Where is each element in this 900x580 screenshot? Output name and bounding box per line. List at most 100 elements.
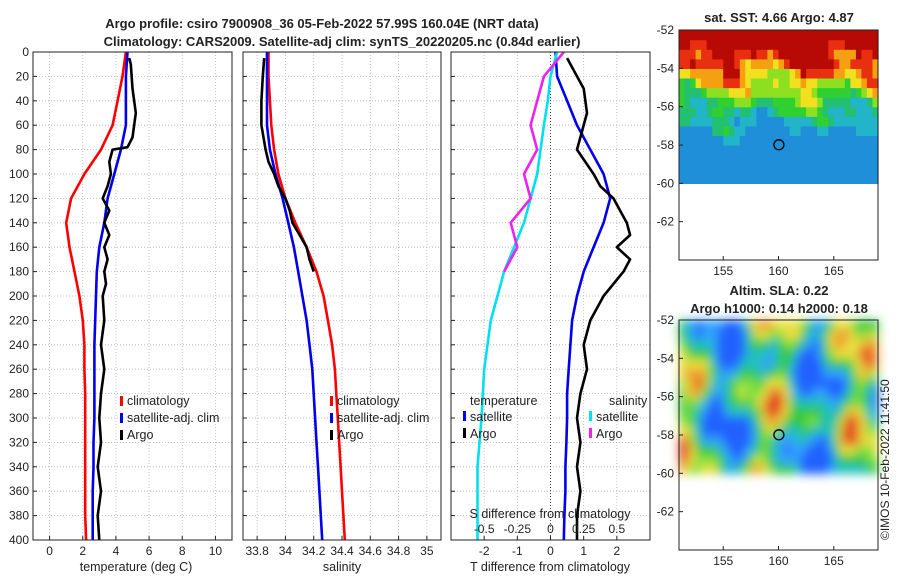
heatmap-cell <box>723 454 730 465</box>
heatmap-cell <box>701 415 708 426</box>
heatmap-cell <box>690 406 697 417</box>
heatmap-cell <box>739 145 746 156</box>
heatmap-cell <box>679 387 686 398</box>
heatmap-cell <box>690 58 697 69</box>
heatmap-cell <box>739 125 746 136</box>
heatmap-cell <box>839 154 846 165</box>
heatmap-cell <box>712 145 719 156</box>
heatmap-cell <box>706 387 713 398</box>
heatmap-cell <box>872 173 879 184</box>
heatmap-cell <box>723 164 730 175</box>
heatmap-cell <box>833 406 840 417</box>
heatmap-cell <box>839 87 846 98</box>
heatmap-cell <box>817 435 824 446</box>
heatmap-cell <box>684 329 691 340</box>
heatmap-cell <box>679 164 686 175</box>
heatmap-cell <box>773 329 780 340</box>
heatmap-cell <box>712 49 719 60</box>
heatmap-cell <box>695 173 702 184</box>
heatmap-cell <box>806 329 813 340</box>
heatmap-cell <box>833 30 840 41</box>
heatmap-cell <box>734 387 741 398</box>
heatmap-cell <box>822 348 829 359</box>
heatmap-cell <box>767 87 774 98</box>
heatmap-cell <box>866 377 873 388</box>
heatmap-cell <box>861 68 868 79</box>
map-y-tick-label: -52 <box>657 313 675 327</box>
heatmap-cell <box>767 454 774 465</box>
heatmap-cell <box>728 145 735 156</box>
heatmap-cell <box>739 58 746 69</box>
heatmap-cell <box>773 106 780 117</box>
heatmap-cell <box>679 348 686 359</box>
heatmap-cell <box>839 358 846 369</box>
heatmap-cell <box>861 320 868 331</box>
heatmap-cell <box>706 164 713 175</box>
heatmap-cell <box>728 367 735 379</box>
legend-label-t-satellite: satellite <box>470 410 512 424</box>
heatmap-cell <box>767 358 774 369</box>
heatmap-cell <box>679 145 686 156</box>
heatmap-cell <box>684 387 691 398</box>
y-tick-label: 120 <box>9 191 29 205</box>
heatmap-cell <box>695 406 702 417</box>
difference-legend-salinity: salinity satellite Argo <box>589 394 648 441</box>
heatmap-cell <box>833 173 840 184</box>
heatmap-cell <box>739 377 746 388</box>
heatmap-cell <box>750 58 757 69</box>
heatmap-cell <box>833 396 840 407</box>
heatmap-cell <box>833 444 840 455</box>
heatmap-cell <box>872 387 879 398</box>
x-tick-label: 10 <box>209 544 223 558</box>
heatmap-cell <box>811 320 818 331</box>
heatmap-cell <box>750 135 757 146</box>
heatmap-cell <box>872 339 879 350</box>
heatmap-cell <box>800 320 807 331</box>
heatmap-cell <box>728 444 735 455</box>
heatmap-cell <box>844 415 851 426</box>
heatmap-cell <box>872 97 879 108</box>
heatmap-cell <box>866 339 873 350</box>
heatmap-cell <box>717 116 724 127</box>
heatmap-cell <box>866 106 873 117</box>
heatmap-cell <box>734 106 741 117</box>
map-y-tick-label: -58 <box>657 428 675 442</box>
heatmap-cell <box>728 87 735 98</box>
heatmap-cell <box>811 348 818 359</box>
heatmap-cell <box>745 39 752 50</box>
heatmap-cell <box>739 135 746 146</box>
heatmap-cell <box>784 116 791 127</box>
heatmap-cell <box>773 154 780 165</box>
heatmap-cell <box>773 454 780 465</box>
heatmap-cell <box>767 435 774 446</box>
heatmap-cell <box>701 339 708 350</box>
heatmap-cell <box>767 125 774 136</box>
heatmap-cell <box>690 30 697 41</box>
heatmap-cell <box>789 329 796 340</box>
heatmap-cell <box>745 425 752 436</box>
heatmap-cell <box>850 106 857 117</box>
heatmap-cell <box>855 77 862 89</box>
heatmap-cell <box>817 145 824 156</box>
heatmap-cell <box>745 339 752 350</box>
heatmap-cell <box>850 30 857 41</box>
heatmap-cell <box>706 125 713 136</box>
heatmap-cell <box>679 415 686 426</box>
heatmap-cell <box>833 387 840 398</box>
heatmap-cell <box>690 425 697 436</box>
heatmap-cell <box>833 68 840 79</box>
heatmap-cell <box>734 164 741 175</box>
heatmap-cell <box>817 358 824 369</box>
heatmap-cell <box>706 367 713 379</box>
heatmap-cell <box>767 173 774 184</box>
heatmap-cell <box>717 106 724 117</box>
heatmap-cell <box>872 425 879 436</box>
y-tick-label: 320 <box>9 435 29 449</box>
heatmap-cell <box>872 30 879 41</box>
heatmap-cell <box>839 49 846 60</box>
heatmap-cell <box>855 406 862 417</box>
heatmap-cell <box>817 348 824 359</box>
heatmap-cell <box>784 396 791 407</box>
heatmap-cell <box>872 406 879 417</box>
heatmap-cell <box>717 30 724 41</box>
